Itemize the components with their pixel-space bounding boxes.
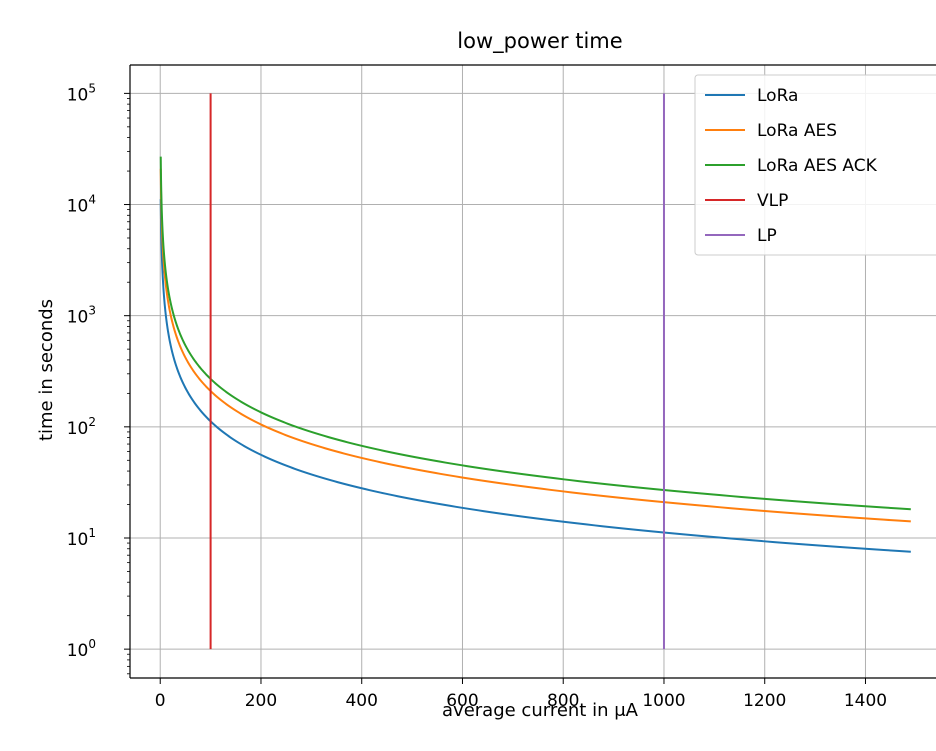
y-tick-label-0: 100	[67, 637, 96, 661]
y-tick-label-5: 105	[67, 81, 96, 105]
legend: LoRa LoRa AES LoRa AES ACK VLP LP	[694, 74, 936, 256]
x-tick-label-400: 400	[345, 691, 377, 711]
y-tick-label-1: 101	[67, 526, 96, 550]
legend-box	[694, 74, 936, 256]
x-tick-label-1000: 1000	[642, 691, 685, 711]
ticks: 0 200 400 600 800 1000 1200 1400 100 101 102 103 104…	[67, 81, 887, 711]
legend-label-lp: LP	[757, 226, 777, 246]
legend-label-lora: LoRa	[757, 86, 798, 106]
x-tick-label-600: 600	[446, 691, 478, 711]
x-tick-label-200: 200	[245, 691, 277, 711]
legend-label-vlp: VLP	[757, 191, 788, 211]
x-tick-label-800: 800	[547, 691, 579, 711]
y-tick-label-2: 102	[67, 415, 96, 439]
x-tick-label-0: 0	[155, 691, 166, 711]
chart-title: low_power time	[457, 29, 622, 54]
x-axis-label: average current in μA	[442, 700, 639, 721]
series-line-lora	[159, 199, 911, 553]
series-line-lora-aes-ack	[159, 156, 911, 511]
y-tick-label-3: 103	[67, 304, 96, 328]
series-group	[159, 93, 911, 650]
y-axis-label: time in seconds	[36, 299, 57, 441]
x-tick-label-1200: 1200	[743, 691, 786, 711]
axes	[129, 64, 936, 679]
legend-label-lora-aes-ack: LoRa AES ACK	[757, 156, 878, 176]
x-tick-label-1400: 1400	[844, 691, 887, 711]
legend-label-lora-aes: LoRa AES	[757, 121, 837, 141]
y-tick-label-4: 104	[67, 193, 96, 217]
